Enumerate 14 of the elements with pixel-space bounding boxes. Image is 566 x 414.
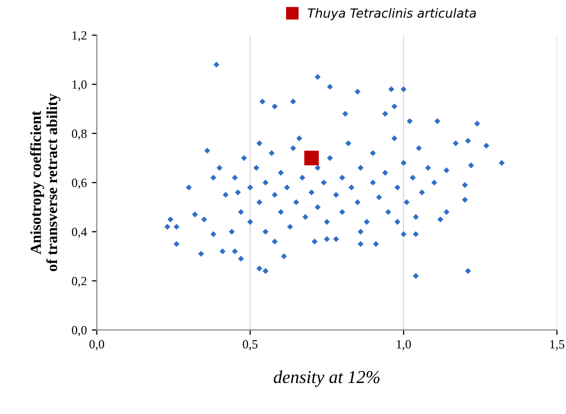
y-tick-label: 1,0 [72,80,87,91]
y-tick-label: 1,2 [72,31,86,42]
y-tick-label: 0,6 [72,178,87,189]
y-axis-title: Anisotropy coefficient of transverse retract ability [30,94,60,272]
legend-label: Thuya Tetraclinis articulata [308,8,476,20]
y-tick-label: 0,8 [72,129,87,140]
y-tick-label: 0,2 [72,276,86,288]
y-tick-label: 0,0 [72,326,87,336]
x-tick-label: 0,0 [89,340,104,350]
x-tick-label: 1,5 [550,340,564,350]
x-tick-label: 1,0 [396,340,411,350]
y-tick-label: 0,4 [72,228,87,238]
x-axis-title: density at 12% [274,370,380,387]
x-tick-label: 0,5 [242,340,258,350]
